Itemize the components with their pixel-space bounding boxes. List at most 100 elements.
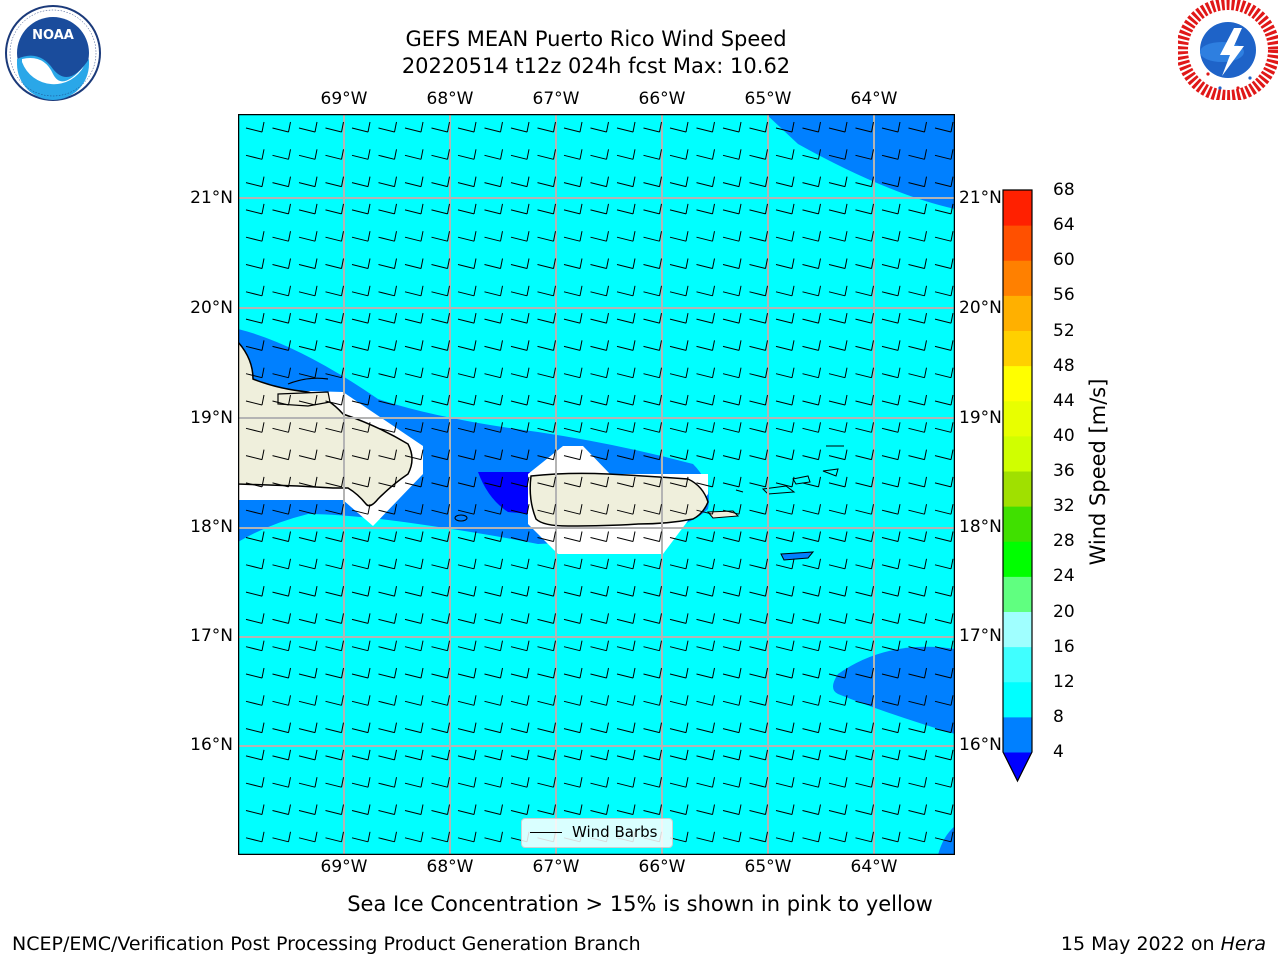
wind-barb	[245, 367, 265, 379]
wind-barb	[484, 504, 503, 515]
wind-barb	[272, 149, 291, 160]
wind-barb	[378, 667, 397, 679]
wind-barb	[669, 176, 689, 188]
wind-barb	[404, 531, 424, 542]
wind-barb	[908, 476, 927, 488]
wind-barb	[616, 394, 636, 406]
wind-barb	[431, 640, 450, 652]
wind-barb	[802, 285, 821, 297]
wind-barb	[510, 667, 530, 679]
wind-barb	[378, 695, 397, 706]
wind-barb	[749, 149, 768, 160]
wind-barb	[245, 340, 265, 351]
wind-barb	[616, 749, 636, 761]
wind-barb	[749, 777, 768, 788]
wind-barb	[510, 777, 530, 788]
wind-barb	[351, 613, 371, 624]
wind-barb	[802, 640, 821, 652]
wind-barb	[590, 749, 609, 761]
wind-barb	[775, 640, 795, 652]
wind-barb	[563, 476, 583, 488]
wind-barb	[590, 449, 609, 461]
wind-barb	[404, 613, 424, 624]
wind-barb	[404, 449, 424, 461]
wind-barb	[510, 121, 530, 133]
wind-barb	[245, 586, 265, 597]
wind-barb	[457, 749, 477, 761]
wind-barb	[828, 777, 848, 788]
run-date: 15 May 2022 on Hera	[1061, 933, 1266, 955]
wind-barb	[325, 176, 344, 188]
wind-barb	[881, 367, 901, 379]
wind-barb	[537, 449, 556, 461]
wind-barb	[404, 695, 424, 706]
wind-barb	[378, 504, 397, 515]
wind-barb	[431, 667, 450, 679]
wind-barb	[802, 586, 821, 597]
wind-barb	[855, 149, 874, 160]
wind-barb	[775, 231, 795, 242]
wind-barb	[669, 586, 689, 597]
wind-barb	[908, 722, 927, 734]
colorbar-segment	[1003, 716, 1032, 753]
wind-barb	[245, 504, 265, 515]
wind-barb	[351, 831, 371, 843]
wind-barb	[537, 504, 556, 515]
wind-barb	[378, 777, 397, 788]
wind-barb	[696, 667, 715, 679]
wind-barb	[696, 394, 715, 406]
wind-barb	[563, 176, 583, 188]
wind-barb	[245, 831, 265, 843]
colorbar-segment	[1003, 295, 1032, 331]
wind-barb	[669, 394, 689, 406]
wind-barb	[563, 695, 583, 706]
wind-barb	[325, 285, 344, 297]
wind-barb	[881, 394, 901, 406]
wind-barb	[431, 149, 450, 160]
wind-barb	[510, 613, 530, 624]
lon-tick-top: 66°W	[638, 89, 686, 109]
wind-barb	[855, 831, 874, 843]
wind-barb	[484, 340, 503, 351]
wind-barb	[616, 777, 636, 788]
wind-barb	[775, 749, 795, 761]
vieques-island	[706, 510, 740, 519]
colorbar-tick: 36	[1053, 461, 1075, 481]
wind-barb	[510, 367, 530, 379]
map-title: GEFS MEAN Puerto Rico Wind Speed	[405, 27, 787, 51]
wind-barb	[696, 340, 715, 351]
wind-barb	[669, 285, 689, 297]
wind-barb	[484, 367, 503, 379]
wind-barb	[669, 667, 689, 679]
wind-barb	[616, 558, 636, 570]
wind-barb	[934, 367, 954, 379]
wind-barb	[351, 258, 371, 269]
wind-barb	[616, 367, 636, 379]
wind-barb	[616, 340, 636, 351]
wind-barb	[722, 558, 742, 570]
colorbar-tick: 4	[1053, 742, 1064, 762]
wind-barb	[828, 531, 848, 542]
wind-barb	[484, 258, 503, 269]
colorbar-label: Wind Speed [m/s]	[1086, 378, 1110, 566]
wind-barb	[298, 613, 318, 624]
wind-barb	[828, 149, 848, 160]
wind-barb	[272, 722, 291, 734]
wind-barb	[908, 504, 927, 515]
wind-barb	[298, 231, 318, 242]
wind-barb	[775, 149, 795, 160]
wind-barb	[775, 449, 795, 461]
wind-barb	[484, 422, 503, 433]
wind-barb	[298, 640, 318, 652]
wind-barb	[749, 340, 768, 351]
wind-barb	[616, 176, 636, 188]
wind-barb	[484, 203, 503, 215]
wind-barb	[537, 667, 556, 679]
wind-barb	[908, 831, 927, 843]
wind-barb	[590, 121, 609, 133]
wind-barb	[855, 449, 874, 461]
wind-barb	[590, 367, 609, 379]
wind-barb	[749, 121, 768, 133]
wind-barb	[245, 313, 265, 324]
wind-barb	[590, 613, 609, 624]
